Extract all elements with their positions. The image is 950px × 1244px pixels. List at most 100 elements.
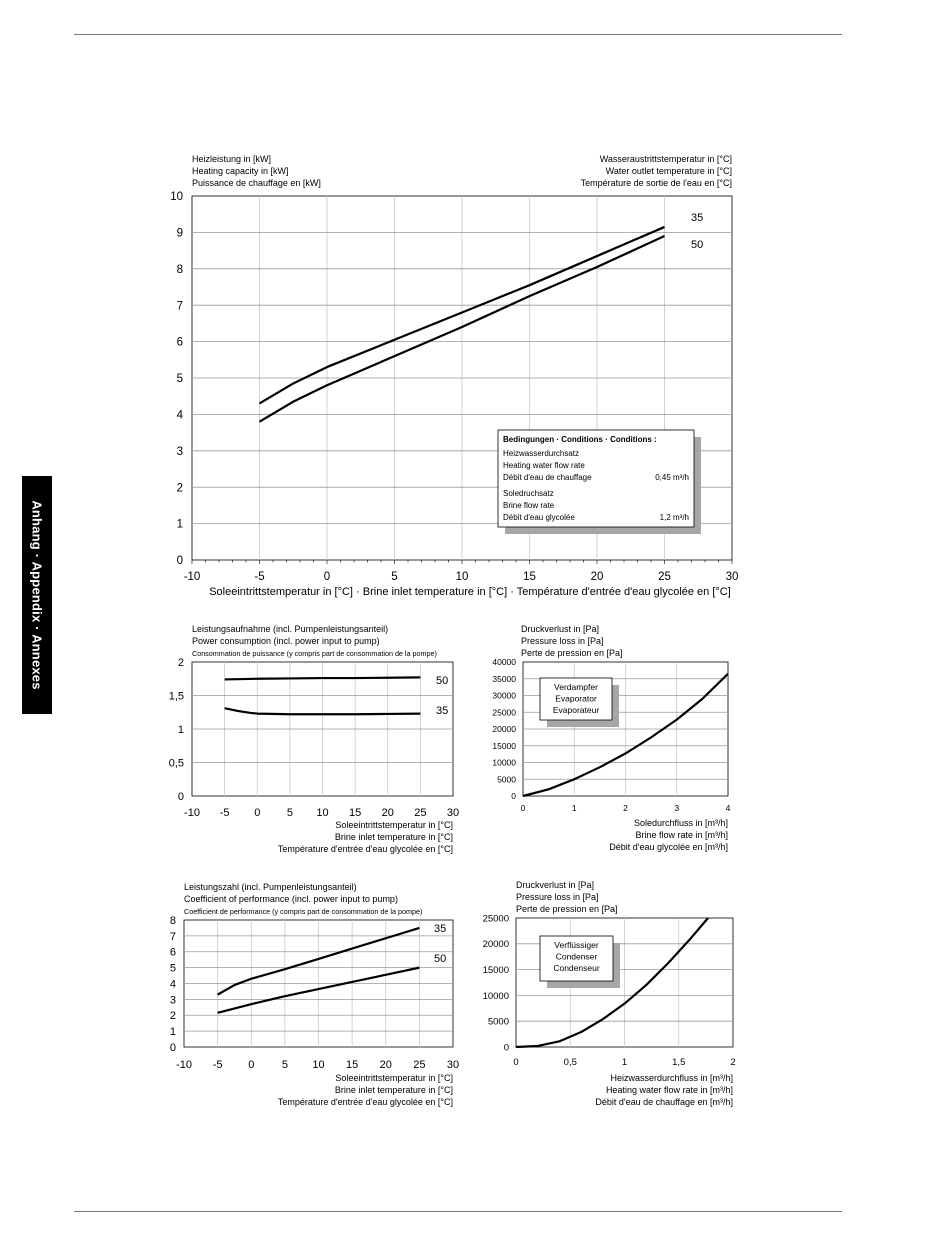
series-label: 50 <box>436 675 448 687</box>
series-legend-title: Water outlet temperature in [°C] <box>606 166 732 176</box>
chart-cop: -10 -5 0 5 10 15 20 25 30 0 1 2 3 4 5 6 7 8 Leistungszahl … <box>170 882 459 1107</box>
x-tick-label: 5 <box>391 571 397 583</box>
x-axis-label: Heizwasserdurchfluss in [m³/h] <box>610 1073 733 1083</box>
y-axis-label: Leistungsaufnahme (incl. Pumpenleistungs… <box>192 624 388 634</box>
x-axis-label: Soleeintrittstemperatur in [°C] · Brine … <box>209 586 731 598</box>
x-tick-label: 1 <box>622 1057 627 1068</box>
component-box <box>539 677 613 721</box>
y-tick-label: 0 <box>178 791 184 803</box>
y-tick-label: 5 <box>177 373 183 385</box>
x-tick-label: 2 <box>730 1057 735 1068</box>
x-tick-label: 10 <box>456 571 469 583</box>
x-tick-label: 25 <box>414 807 426 819</box>
component-box-label: Evaporateur <box>553 705 599 715</box>
x-tick-label: 0 <box>513 1057 518 1068</box>
y-tick-label: 0 <box>170 1042 176 1054</box>
series-label: 50 <box>434 953 446 965</box>
y-tick-label: 8 <box>177 264 183 276</box>
y-tick-label: 5 <box>170 963 176 975</box>
y-tick-label: 2 <box>170 1010 176 1022</box>
series-line-50 <box>258 235 665 423</box>
x-tick-label: 0 <box>521 803 526 813</box>
x-tick-label: -5 <box>254 571 264 583</box>
y-axis-label: Pressure loss in [Pa] <box>521 636 604 646</box>
series-line-curve <box>515 917 709 1049</box>
y-tick-label: 20000 <box>483 939 509 950</box>
y-tick-label: 2 <box>178 657 184 669</box>
x-axis-label: Soleeintrittstemperatur in [°C] <box>335 1073 453 1083</box>
conditions-line: Heizwasserdurchsatz <box>503 449 579 458</box>
top-rule <box>74 34 842 35</box>
x-tick-label: 0 <box>324 571 330 583</box>
chart-condenser: 0 0,5 1 1,5 2 0 5000 10000 15000 20000 25000 Druckv… <box>483 880 736 1107</box>
x-tick-label: 1 <box>572 803 577 813</box>
x-axis-label: Débit d'eau glycolée en [m³/h] <box>609 842 728 852</box>
y-tick-label: 1 <box>177 519 183 531</box>
series-line-curve <box>522 672 729 798</box>
y-tick-label: 0 <box>504 1042 509 1053</box>
y-tick-label: 0 <box>511 791 516 801</box>
x-tick-label: 15 <box>523 571 536 583</box>
series-line-35 <box>224 707 421 716</box>
y-tick-label: 1,5 <box>169 690 184 702</box>
y-axis-label: Puissance de chauffage en [kW] <box>192 178 321 188</box>
y-tick-label: 8 <box>170 915 176 927</box>
conditions-title: Bedingungen · Conditions · Conditions : <box>503 435 657 444</box>
x-tick-label: 5 <box>282 1059 288 1071</box>
x-tick-label: 2 <box>623 803 628 813</box>
y-tick-label: 10 <box>170 191 183 203</box>
series-label: 35 <box>691 212 703 224</box>
series-line-50 <box>224 676 421 681</box>
series-line-35 <box>258 225 665 405</box>
y-axis-label: Leistungszahl (incl. Pumpenleistungsante… <box>184 882 357 892</box>
y-tick-label: 15000 <box>492 741 516 751</box>
x-tick-label: 30 <box>447 1059 459 1071</box>
conditions-line: Brine flow rate <box>503 501 555 510</box>
x-tick-label: 15 <box>346 1059 358 1071</box>
y-tick-label: 25000 <box>492 707 516 717</box>
y-tick-label: 30000 <box>492 691 516 701</box>
y-tick-label: 6 <box>177 337 183 349</box>
chart-main: -10 -5 0 5 10 15 20 25 30 0 1 2 3 4 5 6 7 8 9 10 Heizleistun… <box>170 154 738 598</box>
conditions-line: Débit d'eau glycolée <box>503 513 575 522</box>
y-axis-label: Druckverlust in [Pa] <box>521 624 599 634</box>
y-tick-label: 3 <box>177 446 183 458</box>
series-line-35 <box>217 926 420 996</box>
y-tick-label: 1 <box>178 724 184 736</box>
x-tick-label: 30 <box>447 807 459 819</box>
component-box-label: Condenser <box>556 952 598 962</box>
chart-evaporator: 0 1 2 3 4 0 5000 10000 15000 20000 25000 30000 35000… <box>492 624 730 852</box>
component-box-label: Verflüssiger <box>554 940 599 950</box>
x-tick-label: 4 <box>726 803 731 813</box>
y-tick-label: 15000 <box>483 965 509 976</box>
y-tick-label: 10000 <box>483 991 509 1002</box>
series-label: 35 <box>434 923 446 935</box>
x-axis-label: Brine flow rate in [m³/h] <box>635 830 728 840</box>
x-tick-label: -5 <box>213 1059 223 1071</box>
y-tick-label: 10000 <box>492 758 516 768</box>
side-tab: Anhang · Appendix · Annexes <box>22 476 52 714</box>
y-tick-label: 35000 <box>492 674 516 684</box>
y-axis-label: Heizleistung in [kW] <box>192 154 271 164</box>
y-tick-label: 4 <box>177 410 184 422</box>
x-tick-label: 3 <box>674 803 679 813</box>
component-box-label: Evaporator <box>555 694 597 704</box>
x-axis-label: Débit d'eau de chauffage en [m³/h] <box>595 1097 733 1107</box>
conditions-line: Heating water flow rate <box>503 461 585 470</box>
component-box-label: Condenseur <box>553 963 599 973</box>
x-tick-label: 25 <box>658 571 671 583</box>
y-tick-label: 7 <box>170 931 176 943</box>
x-tick-label: 0 <box>248 1059 254 1071</box>
y-tick-label: 7 <box>177 300 183 312</box>
y-tick-label: 6 <box>170 947 176 959</box>
y-axis-label: Heating capacity in [kW] <box>192 166 289 176</box>
x-axis-label: Température d'entrée d'eau glycolée en [… <box>278 1097 453 1107</box>
y-axis-label: Perte de pression en [Pa] <box>521 648 623 658</box>
y-axis-label: Druckverlust in [Pa] <box>516 880 594 890</box>
x-tick-label: 20 <box>591 571 604 583</box>
series-legend-title: Température de sortie de l'eau en [°C] <box>581 178 732 188</box>
conditions-line: Débit d'eau de chauffage <box>503 473 592 482</box>
x-tick-label: 0 <box>254 807 260 819</box>
x-tick-label: 0,5 <box>564 1057 577 1068</box>
y-tick-label: 4 <box>170 978 176 990</box>
